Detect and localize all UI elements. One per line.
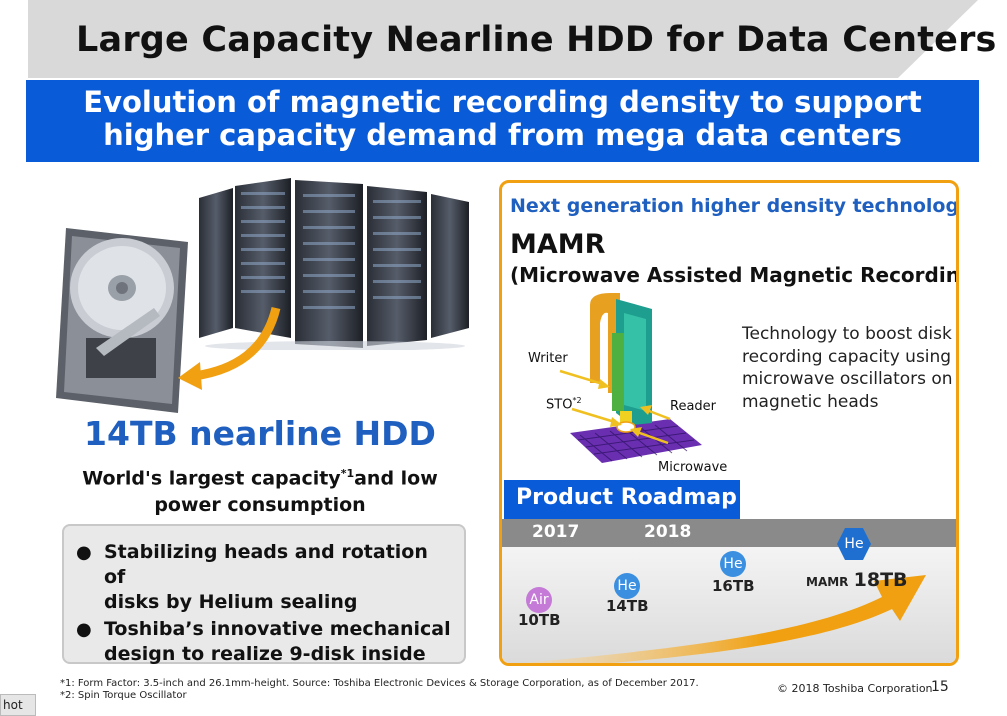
- hdd-title: 14TB nearline HDD: [84, 414, 436, 453]
- capacity-label: 16TB: [712, 577, 755, 595]
- server-racks-image: [199, 178, 469, 350]
- corner-tab[interactable]: hot: [0, 694, 36, 716]
- mamr-full-name: (Microwave Assisted Magnetic Recording): [510, 263, 959, 287]
- next-gen-heading: Next generation higher density technolog…: [510, 195, 959, 217]
- year-label: 2017: [532, 522, 580, 542]
- footnote-marker: *2: [572, 396, 582, 405]
- bullet-icon: ●: [76, 619, 92, 640]
- footnote-1: *1: Form Factor: 3.5-inch and 26.1mm-hei…: [60, 678, 699, 689]
- roadmap-arrow: [522, 575, 926, 663]
- subtitle-line-1: Evolution of magnetic recording density …: [83, 85, 922, 119]
- feature-text: Stabilizing heads and rotation of: [104, 541, 428, 588]
- roadmap-area: Air 10TB He 14TB He 16TB He MAMR 18TB: [502, 528, 956, 663]
- mamr-capacity: MAMR 18TB: [806, 569, 908, 591]
- page-number: 15: [931, 679, 949, 695]
- capacity-label: 10TB: [518, 611, 561, 629]
- writer-label: Writer: [528, 351, 568, 366]
- mamr-panel: Next generation higher density technolog…: [499, 180, 959, 666]
- copyright: © 2018 Toshiba Corporation: [777, 682, 933, 695]
- feature-text: Toshiba’s innovative mechanical: [104, 618, 451, 640]
- title-background: [28, 0, 978, 78]
- subtitle-line-2: higher capacity demand from mega data ce…: [103, 118, 902, 152]
- feature-text: disks by Helium sealing: [104, 591, 358, 613]
- footnote-marker: *1: [340, 467, 355, 480]
- capacity-label: 14TB: [606, 597, 649, 615]
- footnote-2: *2: Spin Torque Oscillator: [60, 690, 187, 701]
- hdd-image: [56, 228, 188, 413]
- badge-helium: He: [720, 551, 746, 577]
- sto-label-text: STO: [546, 397, 573, 413]
- year-label: 2018: [644, 522, 692, 542]
- roadmap-year-bar: 2017 2018: [502, 519, 956, 547]
- feature-item: ● Toshiba’s innovative mechanical design…: [76, 617, 454, 667]
- title-band: Large Capacity Nearline HDD for Data Cen…: [28, 0, 996, 78]
- mamr-title: MAMR: [510, 229, 606, 260]
- hexagon-badge-icon: [837, 528, 871, 560]
- mamr-diagram: Writer STO*2 Reader Microwave: [520, 293, 730, 488]
- mamr-prefix: MAMR: [806, 575, 849, 589]
- roadmap-heading: Product Roadmap: [504, 480, 740, 522]
- badge-air: Air: [526, 587, 552, 613]
- reader-label: Reader: [670, 399, 717, 414]
- sto-label: STO*2: [546, 396, 582, 412]
- capacity-label: 18TB: [853, 569, 908, 591]
- orange-arrow: [178, 306, 281, 390]
- footnotes: *1: Form Factor: 3.5-inch and 26.1mm-hei…: [60, 678, 699, 702]
- mamr-description: Technology to boost disk recording capac…: [742, 324, 953, 412]
- features-box: ● Stabilizing heads and rotation of disk…: [62, 524, 466, 667]
- bullet-icon: ●: [76, 542, 92, 563]
- subtitle-band: Evolution of magnetic recording density …: [26, 80, 979, 162]
- hdd-subtitle-text-a: World's largest capacity: [82, 467, 341, 490]
- hdd-subtitle-text-b: and low: [354, 467, 438, 490]
- badge-helium-mamr: He: [844, 536, 864, 552]
- feature-text: design to realize 9-disk inside: [104, 643, 426, 665]
- hdd-subtitle: World's largest capacity*1and low power …: [60, 460, 460, 519]
- page-title: Large Capacity Nearline HDD for Data Cen…: [76, 20, 997, 60]
- hdd-subtitle-line-2: power consumption: [154, 494, 366, 517]
- feature-item: ● Stabilizing heads and rotation of disk…: [76, 540, 454, 615]
- microwave-label: Microwave: [658, 460, 728, 475]
- badge-helium: He: [614, 573, 640, 599]
